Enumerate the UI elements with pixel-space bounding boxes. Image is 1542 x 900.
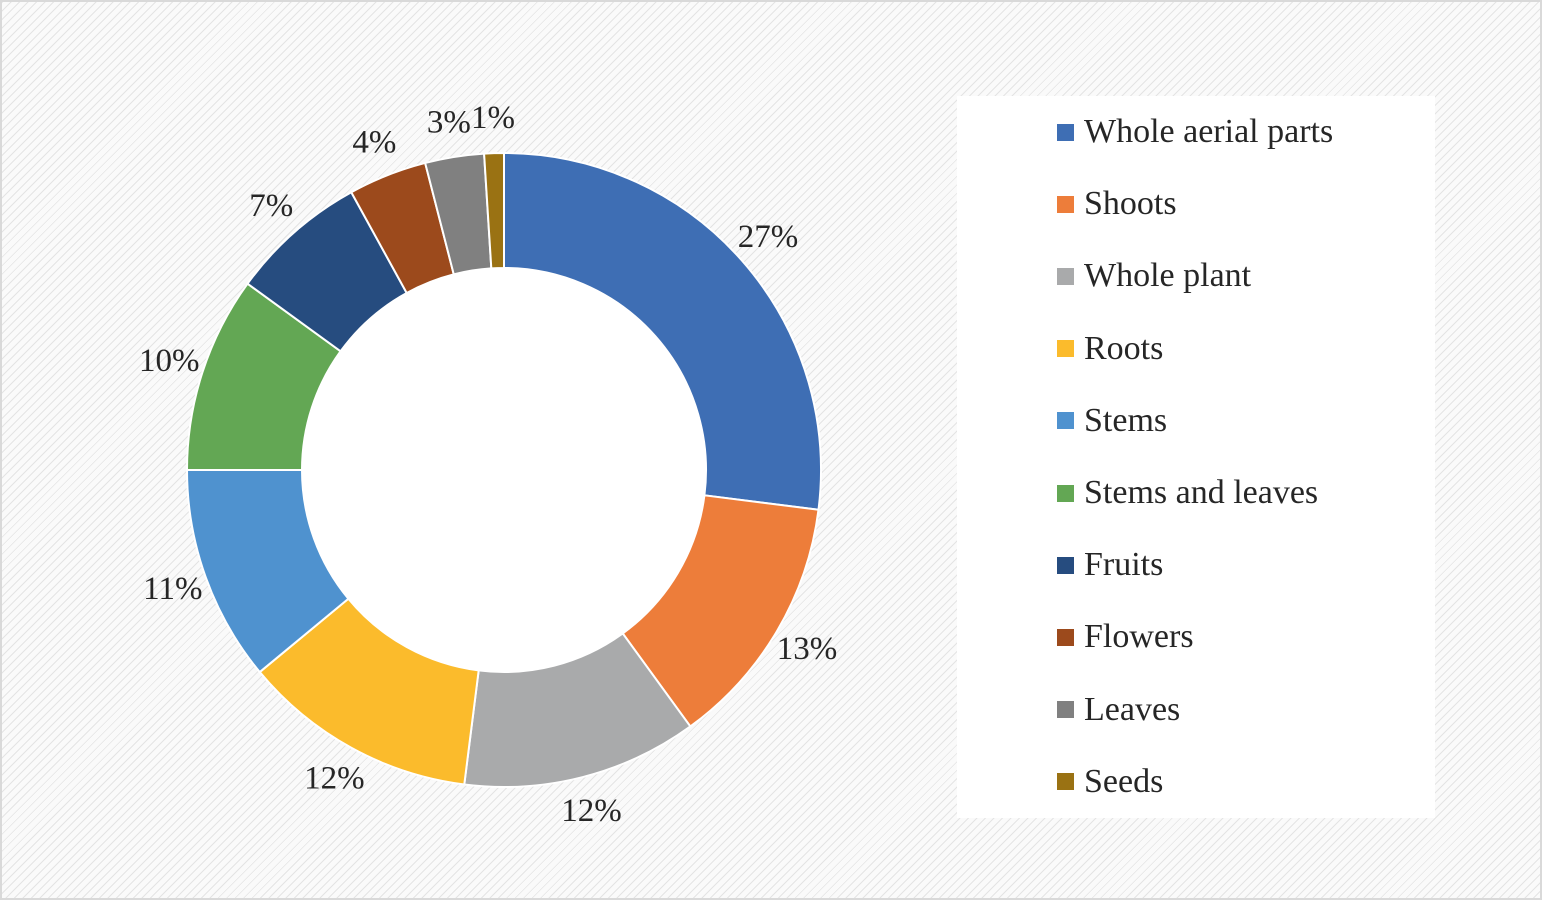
slice-seeds	[483, 151, 505, 270]
legend-label: Fruits	[1084, 546, 1164, 584]
slice-whole-aerial-parts	[503, 151, 822, 511]
legend-swatch	[1057, 701, 1074, 719]
data-label-stems: 11%	[143, 571, 202, 607]
legend-item-leaves: Leaves	[1057, 690, 1180, 730]
legend-label: Seeds	[1084, 762, 1164, 800]
legend-label: Roots	[1084, 329, 1164, 367]
legend-item-stems: Stems	[1057, 401, 1167, 441]
data-label-leaves: 3%	[427, 104, 471, 140]
data-label-seeds: 1%	[471, 100, 515, 136]
legend-swatch	[1057, 484, 1074, 502]
legend-swatch	[1057, 556, 1074, 574]
legend-item-seeds: Seeds	[1057, 762, 1163, 802]
data-label-stems-and-leaves: 10%	[139, 343, 200, 379]
legend-item-fruits: Fruits	[1057, 545, 1163, 585]
legend-swatch	[1057, 123, 1074, 141]
legend-label: Stems	[1084, 401, 1168, 439]
data-label-roots: 12%	[304, 760, 365, 796]
legend-label: Flowers	[1084, 618, 1194, 656]
legend-label: Leaves	[1084, 690, 1181, 728]
data-label-shoots: 13%	[777, 631, 838, 667]
legend-item-whole-plant: Whole plant	[1057, 256, 1251, 296]
legend-swatch	[1057, 340, 1074, 358]
legend-swatch	[1057, 773, 1074, 791]
legend-item-flowers: Flowers	[1057, 617, 1194, 657]
donut-slices	[185, 151, 822, 788]
data-label-whole-plant: 12%	[561, 793, 622, 829]
data-label-flowers: 4%	[352, 125, 396, 161]
donut-hole	[302, 268, 706, 672]
data-label-fruits: 7%	[249, 188, 293, 224]
legend-item-whole-aerial-parts: Whole aerial parts	[1057, 112, 1333, 152]
data-labels: 27% 13% 12% 12% 11% 10% 7% 4% 3% 1%	[139, 100, 837, 829]
legend-item-stems-and-leaves: Stems and leaves	[1057, 473, 1318, 513]
legend-item-shoots: Shoots	[1057, 184, 1177, 224]
data-label-whole-aerial-parts: 27%	[738, 219, 799, 255]
legend-swatch	[1057, 267, 1074, 285]
legend-swatch	[1057, 628, 1074, 646]
legend-label: Whole plant	[1084, 257, 1252, 295]
legend-label: Whole aerial parts	[1084, 113, 1334, 150]
legend-swatch	[1057, 412, 1074, 430]
legend-label: Stems and leaves	[1084, 474, 1319, 511]
legend-swatch	[1057, 195, 1074, 213]
legend-item-roots: Roots	[1057, 329, 1163, 369]
legend-label: Shoots	[1084, 185, 1177, 223]
legend: Whole aerial parts Shoots Whole plant Roots…	[957, 96, 1435, 818]
